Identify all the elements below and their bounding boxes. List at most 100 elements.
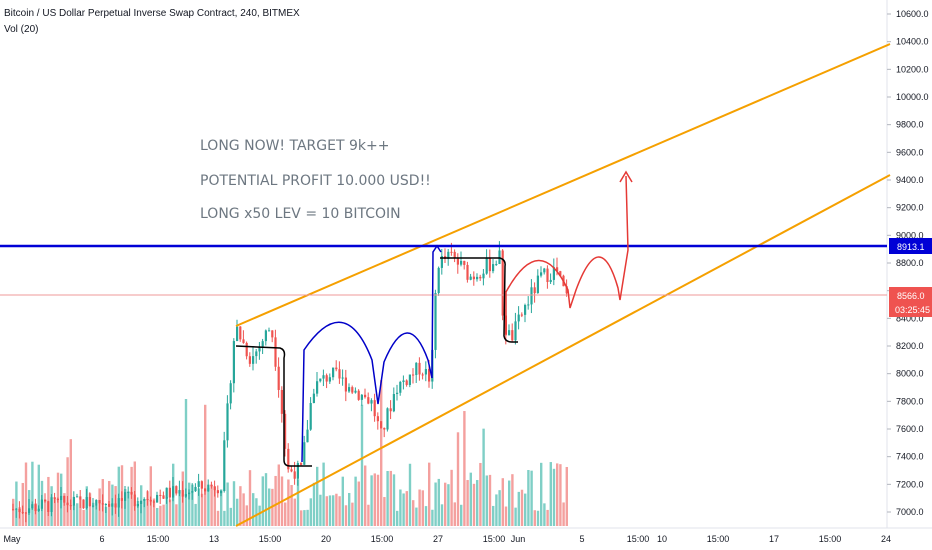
volume-bar xyxy=(316,466,319,526)
candle-body xyxy=(242,339,245,343)
candle-body xyxy=(287,448,290,470)
candle-body xyxy=(92,505,95,507)
black-drawing-2[interactable] xyxy=(440,257,518,343)
volume-bar xyxy=(204,404,207,526)
volume-bar xyxy=(495,494,498,526)
candle-body xyxy=(495,263,498,265)
blue-arc-drawing[interactable] xyxy=(301,321,433,463)
volume-bar xyxy=(364,465,367,526)
volume-bar xyxy=(143,499,146,526)
candle-body xyxy=(50,497,53,512)
volume-bar xyxy=(530,470,533,526)
channel-lower-line[interactable] xyxy=(235,174,891,527)
volume-bar xyxy=(408,463,412,526)
candle-body xyxy=(12,509,15,511)
volume-bar xyxy=(504,506,508,526)
candle-body xyxy=(210,484,213,487)
volume-bar xyxy=(245,505,248,526)
volume-bar xyxy=(309,498,312,526)
channel-upper-line[interactable] xyxy=(235,43,891,327)
volume-bar xyxy=(543,503,546,526)
candle-body xyxy=(66,502,69,506)
volume-bar xyxy=(556,463,559,526)
candle-body xyxy=(408,374,411,385)
time-tick-label-11: 15:00 xyxy=(627,534,650,544)
volume-bar xyxy=(450,469,453,526)
candle-body xyxy=(399,382,402,393)
volume-bar xyxy=(242,493,245,526)
candle-body xyxy=(536,275,539,294)
candle-body xyxy=(271,330,274,338)
volume-bar xyxy=(354,476,357,526)
volume-bar xyxy=(335,493,338,526)
candle-body xyxy=(146,499,149,501)
candle-body xyxy=(482,273,485,279)
volume-bar xyxy=(178,493,181,526)
volume-bar xyxy=(88,493,92,526)
candle-body xyxy=(82,499,85,509)
time-tick-label-13: 15:00 xyxy=(707,534,730,544)
volume-bar xyxy=(197,488,200,526)
volume-bar xyxy=(300,510,303,526)
volume-bar xyxy=(229,507,232,526)
volume-bar xyxy=(72,504,76,526)
volume-bar xyxy=(82,509,85,526)
candle-body xyxy=(460,260,463,265)
volume-bar xyxy=(476,480,479,526)
candle-body xyxy=(226,403,229,441)
time-tick-label-2: 15:00 xyxy=(147,534,170,544)
price-axis: 10600.0 10400.0 10200.0 10000.0 9800.0 9600.0… xyxy=(887,9,929,517)
volume-bar xyxy=(31,461,34,526)
candle-body xyxy=(191,491,194,493)
volume-bar xyxy=(69,439,72,526)
volume-bar xyxy=(402,493,405,526)
volume-bar xyxy=(248,470,252,526)
price-tick-label-5: 9600.0 xyxy=(896,147,924,157)
candle-body xyxy=(428,369,431,382)
candle-body xyxy=(376,416,379,422)
volume-bar xyxy=(424,506,428,526)
blue-arrow-drawing[interactable] xyxy=(431,244,442,379)
candle-body xyxy=(72,496,75,506)
volume-bar xyxy=(466,480,469,526)
candle-body xyxy=(546,268,549,282)
volume-bar xyxy=(200,493,204,526)
volume-bar xyxy=(511,474,514,526)
volume-bar xyxy=(165,497,168,526)
volume-bar xyxy=(239,486,242,526)
time-tick-label-4: 15:00 xyxy=(259,534,282,544)
candle-body xyxy=(168,487,171,498)
candle-body xyxy=(223,440,226,491)
volume-bar xyxy=(328,495,332,526)
volume-bar xyxy=(325,496,328,526)
volume-bar xyxy=(236,498,239,526)
candle-body xyxy=(21,512,24,514)
level-price-text: 8913.1 xyxy=(897,242,925,252)
price-tick-label-18: 7000.0 xyxy=(896,507,924,517)
candle-body xyxy=(117,498,120,508)
volume-bar xyxy=(223,510,226,526)
candle-body xyxy=(24,512,27,514)
candle-body xyxy=(232,341,235,384)
red-projection-drawing[interactable] xyxy=(505,170,633,334)
black-drawing-1[interactable] xyxy=(235,345,312,467)
candle-body xyxy=(325,375,328,382)
candle-body xyxy=(527,304,530,306)
volume-bar xyxy=(386,471,389,526)
annotation-leverage: LONG x50 LEV = 10 BITCOIN xyxy=(200,206,401,222)
candle-body xyxy=(44,499,47,502)
candle-body xyxy=(127,491,130,493)
candle-body xyxy=(556,267,559,272)
volume-bar xyxy=(421,490,424,526)
volume-bar xyxy=(405,491,408,526)
candle-body xyxy=(508,330,511,336)
time-tick-label-5: 20 xyxy=(321,534,331,544)
volume-bar xyxy=(396,510,399,526)
time-tick-label-16: 24 xyxy=(881,534,891,544)
annotation-target: LONG NOW! TARGET 9k++ xyxy=(200,138,389,154)
candle-body xyxy=(389,408,392,412)
volume-bar xyxy=(479,462,482,526)
volume-bar xyxy=(415,507,418,526)
candle-body xyxy=(178,490,181,494)
